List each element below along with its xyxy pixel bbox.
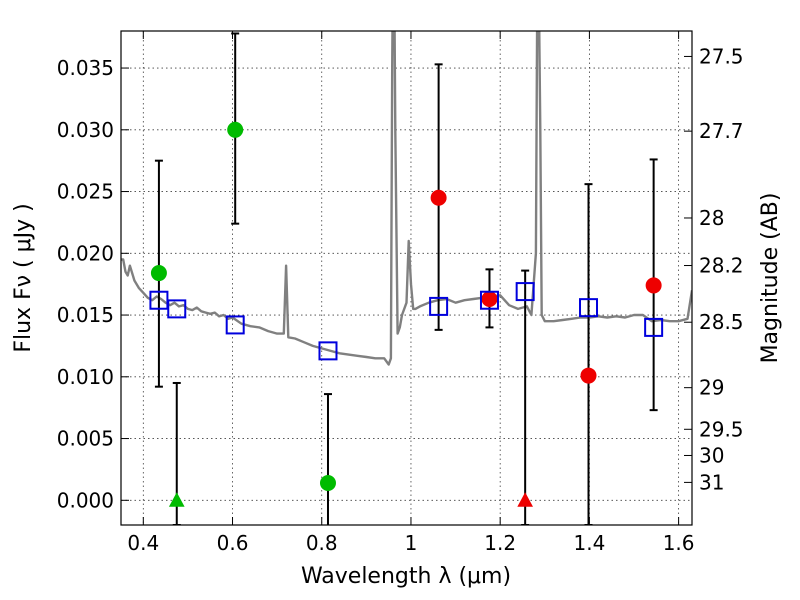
data-point-circle	[319, 475, 336, 492]
plot-frame	[120, 30, 693, 526]
x-tick-label: 1.2	[484, 531, 516, 555]
upper-limit-triangle	[517, 492, 533, 507]
mag-tick-label: 28	[699, 206, 724, 230]
grid-layer	[121, 31, 692, 525]
y-tick-label: 0.030	[57, 118, 114, 142]
plot-layer	[121, 31, 692, 525]
model-photometry-square	[167, 299, 187, 319]
mag-tick-label: 27.7	[699, 119, 744, 143]
model-photometry-square	[318, 341, 338, 361]
data-point-circle	[645, 277, 662, 294]
x-tick-label: 1	[405, 531, 418, 555]
model-photometry-square	[644, 317, 664, 337]
mag-tick-label: 31	[699, 470, 724, 494]
mag-tick-label: 29	[699, 376, 724, 400]
x-tick-label: 1.4	[573, 531, 605, 555]
data-point-circle	[430, 189, 447, 206]
y-tick-label: 0.025	[57, 180, 114, 204]
y-tick-label: 0.000	[57, 488, 114, 512]
y-tick-label: 0.035	[57, 56, 114, 80]
x-tick-label: 1.6	[663, 531, 695, 555]
data-point-circle	[580, 367, 597, 384]
y-axis-label: Flux Fν ( μJy )	[11, 203, 36, 352]
x-tick-label: 0.4	[127, 531, 159, 555]
x-tick-label: 0.6	[217, 531, 249, 555]
x-axis-label: Wavelength λ (μm)	[301, 564, 511, 589]
mag-tick-label: 29.5	[699, 417, 744, 441]
x-tick-label: 0.8	[306, 531, 338, 555]
model-photometry-square	[515, 282, 535, 302]
data-point-circle	[481, 290, 498, 307]
mag-tick-label: 28.5	[699, 310, 744, 334]
data-point-circle	[150, 265, 167, 282]
axis-layer: 0.4 0.6 0.8 1 1.2 1.4 1.6 0.000 0.005 0.010 0.015 0…	[57, 31, 744, 555]
model-photometry-square	[479, 290, 499, 310]
model-photometry-square	[579, 298, 599, 318]
upper-limit-triangle	[168, 492, 185, 507]
y-tick-label: 0.020	[57, 241, 114, 265]
y-tick-label: 0.005	[57, 427, 114, 451]
model-photometry-square	[429, 296, 449, 316]
mag-tick-label: 28.2	[699, 254, 744, 278]
data-point-circle	[227, 121, 244, 138]
y-tick-label: 0.010	[57, 365, 114, 389]
mag-tick-label: 30	[699, 443, 724, 467]
mag-tick-label: 27.5	[699, 44, 744, 68]
y2-axis-label: Magnitude (AB)	[758, 193, 783, 364]
model-photometry-square	[225, 315, 245, 335]
y-tick-label: 0.015	[57, 303, 114, 327]
